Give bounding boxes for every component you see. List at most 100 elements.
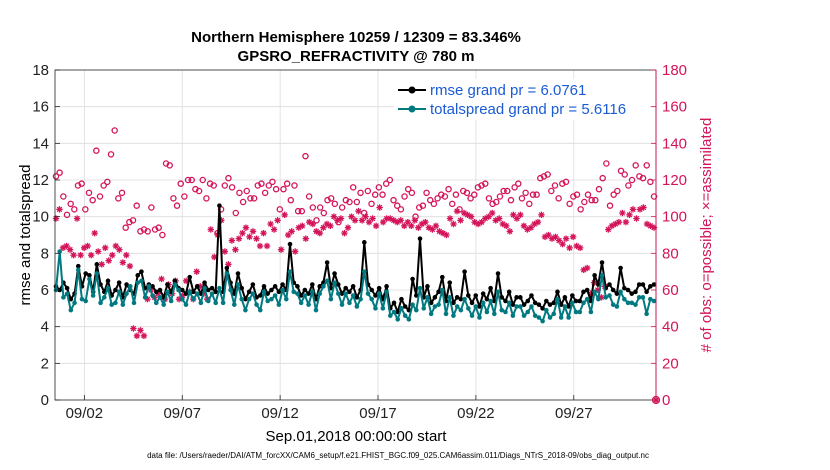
rmse-point bbox=[306, 291, 311, 296]
assimilated-obs-point bbox=[221, 248, 229, 255]
assimilated-obs-point bbox=[566, 244, 573, 252]
rmse-point bbox=[532, 300, 538, 306]
spread-point bbox=[64, 291, 70, 296]
possible-obs-point bbox=[280, 185, 287, 193]
spread-point bbox=[625, 300, 631, 306]
spread-point bbox=[629, 300, 635, 306]
possible-obs-point bbox=[522, 189, 529, 197]
rmse-point bbox=[510, 302, 516, 307]
assimilated-obs-point bbox=[77, 251, 84, 259]
possible-obs-point bbox=[67, 200, 74, 208]
rmse-point bbox=[581, 289, 586, 295]
spread-point bbox=[518, 304, 523, 309]
possible-obs-point bbox=[643, 162, 650, 169]
possible-obs-point bbox=[195, 187, 203, 195]
rmse-point bbox=[205, 287, 211, 293]
spread-point bbox=[224, 271, 230, 276]
possible-obs-point bbox=[96, 193, 104, 200]
rmse-point bbox=[447, 280, 453, 285]
spread-point bbox=[220, 300, 226, 306]
possible-obs-point bbox=[225, 174, 232, 182]
x-tick-label: 09/02 bbox=[66, 405, 104, 422]
rmse-point bbox=[335, 282, 341, 287]
rmse-point bbox=[98, 282, 103, 287]
possible-obs-point bbox=[122, 224, 129, 231]
possible-obs-point bbox=[184, 176, 192, 184]
possible-obs-point bbox=[243, 187, 251, 195]
spread-point bbox=[328, 296, 334, 302]
spread-point bbox=[640, 295, 646, 300]
spread-point bbox=[176, 287, 181, 293]
possible-obs-point bbox=[401, 193, 408, 200]
possible-obs-point bbox=[305, 193, 313, 200]
rmse-point bbox=[425, 284, 430, 289]
legend-spread-marker bbox=[408, 105, 416, 113]
assimilated-obs-point bbox=[302, 235, 309, 242]
assimilated-obs-point bbox=[425, 224, 433, 231]
spread-point bbox=[506, 300, 512, 306]
assimilated-obs-point bbox=[450, 220, 457, 228]
rmse-point bbox=[454, 295, 460, 300]
spread-point bbox=[272, 293, 278, 298]
possible-obs-point bbox=[647, 178, 654, 186]
spread-point bbox=[350, 293, 356, 298]
spread-point bbox=[480, 300, 486, 306]
possible-obs-point bbox=[548, 187, 555, 195]
spread-point bbox=[458, 307, 464, 313]
rmse-point bbox=[599, 260, 605, 265]
spread-point bbox=[651, 298, 657, 304]
rmse-point bbox=[287, 241, 293, 247]
spread-point bbox=[544, 307, 549, 313]
possible-obs-point bbox=[89, 196, 96, 204]
y-right-tick-label: 60 bbox=[662, 282, 679, 299]
spread-point bbox=[124, 291, 129, 296]
spread-point bbox=[644, 311, 649, 317]
assimilated-obs-point bbox=[270, 226, 278, 233]
rmse-point bbox=[83, 271, 88, 276]
rmse-point bbox=[153, 289, 159, 295]
spread-point bbox=[57, 249, 62, 254]
possible-obs-point bbox=[166, 162, 173, 169]
possible-obs-point bbox=[309, 204, 317, 211]
axes: 0246810121416180204060801001201401601800… bbox=[32, 62, 687, 422]
possible-obs-point bbox=[507, 196, 515, 204]
possible-obs-point bbox=[283, 180, 291, 187]
possible-obs-point bbox=[82, 206, 89, 213]
spread-point bbox=[101, 295, 107, 300]
spread-point bbox=[83, 298, 88, 304]
possible-obs-point bbox=[170, 195, 177, 202]
assimilated-obs-point bbox=[130, 325, 137, 332]
possible-obs-point bbox=[404, 185, 412, 193]
rmse-point bbox=[651, 282, 657, 287]
spread-point bbox=[324, 278, 330, 284]
legend-box bbox=[394, 79, 650, 120]
assimilated-obs-point bbox=[489, 209, 496, 217]
rmse-point bbox=[540, 306, 545, 311]
assimilated-obs-point bbox=[517, 211, 524, 219]
y-left-tick-label: 18 bbox=[32, 62, 49, 79]
assimilated-obs-point bbox=[534, 218, 542, 226]
possible-obs-point bbox=[228, 184, 236, 191]
spread-point bbox=[584, 296, 590, 302]
possible-obs-point bbox=[111, 127, 118, 134]
possible-obs-point bbox=[221, 182, 229, 189]
possible-obs-point bbox=[118, 189, 126, 197]
possible-obs-point bbox=[371, 191, 379, 198]
rmse-point bbox=[536, 302, 542, 307]
rmse-point bbox=[506, 289, 512, 295]
spread-point bbox=[228, 287, 233, 293]
spread-point bbox=[265, 298, 271, 304]
possible-obs-point bbox=[335, 218, 342, 226]
assimilated-obs-point bbox=[545, 231, 552, 239]
spread-point bbox=[388, 313, 393, 318]
possible-obs-point bbox=[247, 195, 254, 202]
spread-point bbox=[421, 306, 427, 311]
spread-point bbox=[607, 293, 612, 298]
footer-data-file: data file: /Users/raeder/DAI/ATM_forcXX/… bbox=[147, 451, 649, 460]
rmse-point bbox=[343, 285, 349, 291]
spread-point bbox=[127, 284, 133, 289]
possible-obs-point bbox=[606, 202, 614, 209]
assimilated-obs-point bbox=[52, 215, 60, 222]
possible-obs-point bbox=[181, 193, 188, 200]
rmse-point bbox=[124, 282, 129, 287]
